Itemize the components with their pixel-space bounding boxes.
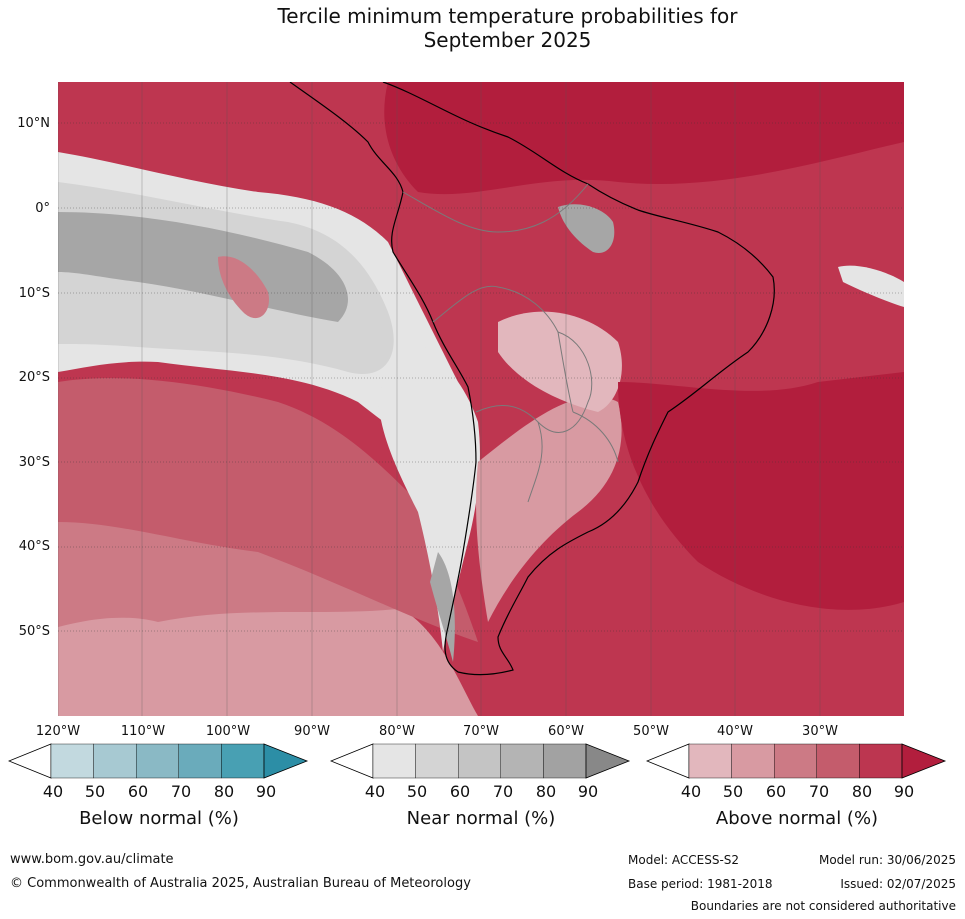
probability-map — [58, 82, 904, 716]
tick: 80 — [213, 782, 235, 801]
colorbar-swatch — [135, 743, 179, 779]
tick: 50 — [722, 782, 744, 801]
title-line-1: Tercile minimum temperature probabilitie… — [277, 4, 738, 28]
lat-label-20s: 20°S — [18, 370, 50, 385]
region-near-andes — [378, 342, 480, 652]
tick: 60 — [765, 782, 787, 801]
base-period-text: Base period: 1981-2018 — [628, 877, 773, 891]
tick: 90 — [577, 782, 599, 801]
country-borders — [402, 183, 619, 503]
colorbar-swatch — [543, 743, 587, 779]
region-above-southern-cone — [476, 396, 622, 622]
tick: 60 — [449, 782, 471, 801]
lat-label-30s: 30°S — [18, 455, 50, 470]
south-america-coastline — [289, 82, 775, 676]
colorbar-below-normal — [8, 743, 309, 779]
map-canvas — [58, 82, 904, 716]
colorbar-swatch — [773, 743, 817, 779]
colorbar-min-triangle — [330, 743, 374, 779]
lon-label-30w: 30°W — [802, 724, 838, 739]
tick: 60 — [127, 782, 149, 801]
colorbar-label-below: Below normal (%) — [79, 808, 239, 829]
colorbar-near-normal — [330, 743, 631, 779]
region-above-90-atlantic — [618, 372, 904, 610]
tick: 40 — [680, 782, 702, 801]
region-above-central-brazil — [498, 311, 622, 412]
colorbar-label-above: Above normal (%) — [715, 808, 879, 829]
tick: 70 — [808, 782, 830, 801]
colorbar-swatch — [93, 743, 137, 779]
tick: 40 — [42, 782, 64, 801]
lon-label-70w: 70°W — [463, 724, 499, 739]
colorbar-label-near: Near normal (%) — [406, 808, 556, 829]
lat-label-50s: 50°S — [18, 624, 50, 639]
model-text: Model: ACCESS-S2 — [628, 853, 740, 867]
region-above-90-north — [384, 82, 904, 195]
disclaimer-text: Boundaries are not considered authoritat… — [690, 899, 956, 913]
copyright-text: © Commonwealth of Australia 2025, Austra… — [10, 876, 471, 891]
colorbar-min-triangle — [8, 743, 52, 779]
colorbar-above-normal — [646, 743, 947, 779]
lon-label-100w: 100°W — [205, 724, 251, 739]
colorbar-swatch — [178, 743, 222, 779]
region-near-patagonia — [430, 552, 455, 662]
model-run-text: Model run: 30/06/2025 — [818, 853, 956, 867]
lat-label-10n: 10°N — [17, 116, 50, 131]
lon-label-120w: 120°W — [35, 724, 81, 739]
region-near-70-pacific — [58, 212, 348, 322]
tick: 80 — [535, 782, 557, 801]
colorbar-swatch — [415, 743, 459, 779]
colorbar-swatch — [50, 743, 94, 779]
colorbar-min-triangle — [646, 743, 690, 779]
meridians — [58, 82, 821, 716]
region-near-atlantic-east — [838, 265, 904, 307]
tick: 70 — [492, 782, 514, 801]
colorbar-swatch — [457, 743, 501, 779]
colorbar-max-triangle — [585, 743, 631, 779]
tick: 90 — [893, 782, 915, 801]
region-above-pacific-patch — [218, 256, 269, 319]
lon-label-60w: 60°W — [548, 724, 584, 739]
colorbar-swatch — [688, 743, 732, 779]
tick: 80 — [851, 782, 873, 801]
colorbar-swatch — [859, 743, 903, 779]
tick: 70 — [170, 782, 192, 801]
lat-label-10s: 10°S — [18, 286, 50, 301]
lat-label-40s: 40°S — [18, 539, 50, 554]
website-link[interactable]: www.bom.gov.au/climate — [10, 852, 174, 867]
region-above-70-south — [58, 378, 478, 642]
lon-label-90w: 90°W — [294, 724, 330, 739]
lon-label-110w: 110°W — [120, 724, 166, 739]
map-title: Tercile minimum temperature probabilitie… — [0, 4, 965, 52]
tick: 50 — [84, 782, 106, 801]
colorbar-max-triangle — [263, 743, 309, 779]
title-line-2: September 2025 — [423, 28, 592, 52]
colorbar-swatch — [372, 743, 416, 779]
tick: 90 — [255, 782, 277, 801]
lon-label-40w: 40°W — [717, 724, 753, 739]
lon-label-50w: 50°W — [633, 724, 669, 739]
region-above-50-sw — [58, 596, 478, 716]
region-near-amazon-mouth — [558, 204, 615, 253]
colorbar-swatch — [221, 743, 265, 779]
colorbar-swatch — [500, 743, 544, 779]
issued-text: Issued: 02/07/2025 — [840, 877, 956, 891]
colorbar-swatch — [731, 743, 775, 779]
colorbar-max-triangle — [901, 743, 947, 779]
colorbar-swatch — [816, 743, 860, 779]
lon-label-80w: 80°W — [379, 724, 415, 739]
tick: 50 — [406, 782, 428, 801]
tick: 40 — [364, 782, 386, 801]
lat-label-0: 0° — [35, 201, 50, 216]
